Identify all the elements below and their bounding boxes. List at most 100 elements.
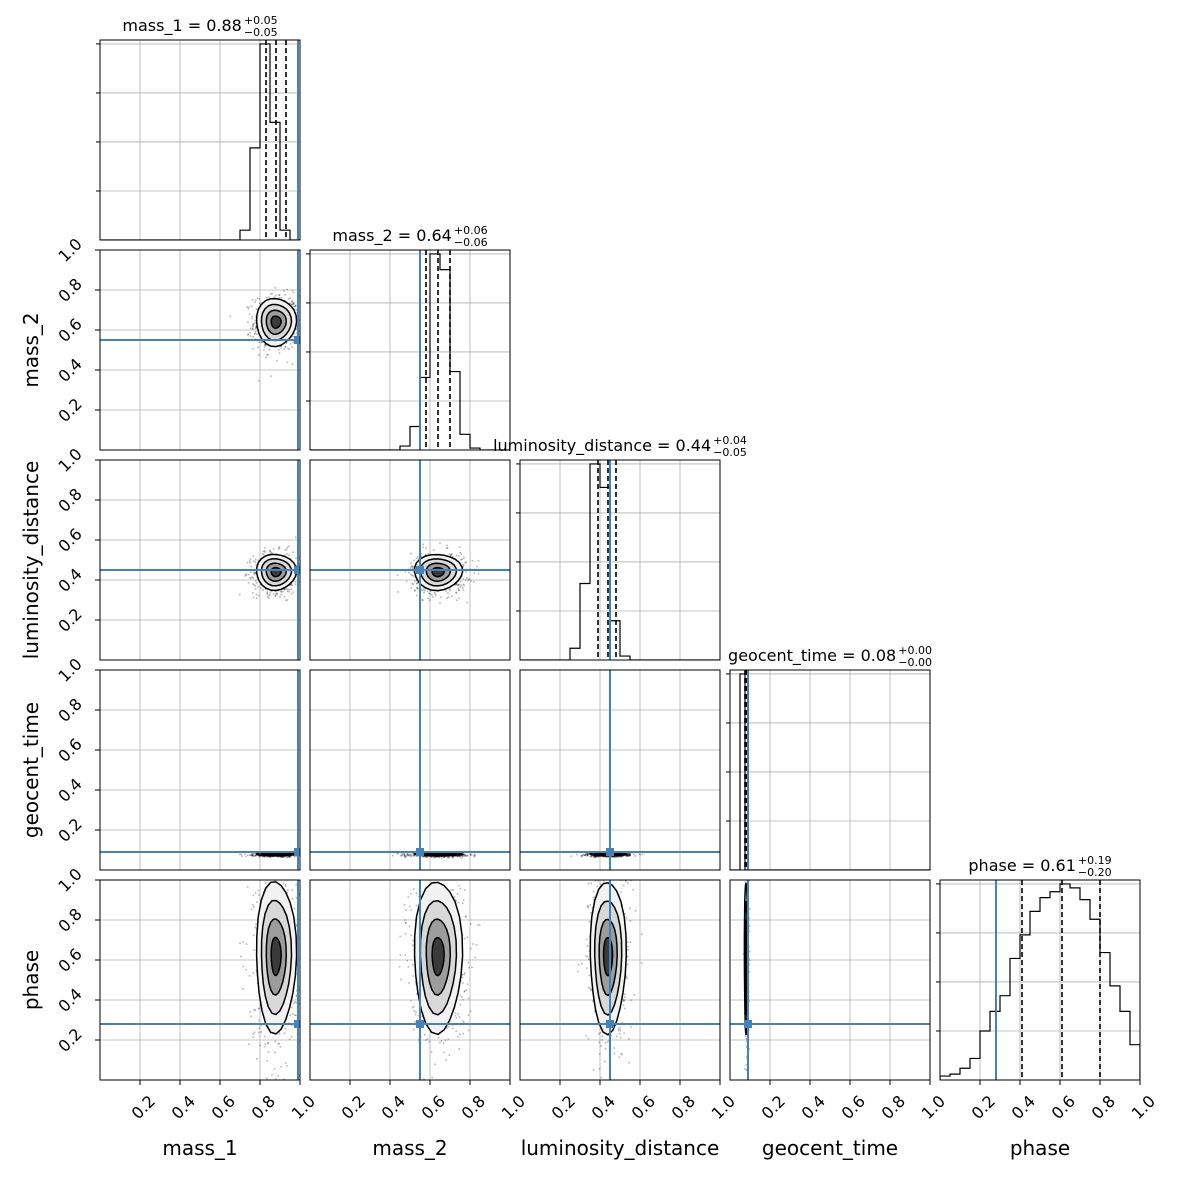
sample-point <box>284 1027 287 1030</box>
sample-point <box>615 856 618 858</box>
sample-point <box>293 305 295 308</box>
sample-point <box>254 332 256 335</box>
sample-point <box>434 592 436 595</box>
sample-point <box>290 583 292 586</box>
sample-point <box>586 853 589 856</box>
sample-point <box>415 855 418 858</box>
sample-point <box>262 855 264 858</box>
sample-point <box>265 356 267 359</box>
frame-mass_1-vs-luminosity_distance <box>99 459 301 661</box>
sample-point <box>269 591 272 594</box>
sample-point <box>286 599 289 601</box>
sample-point <box>457 584 459 586</box>
sample-point <box>264 855 266 858</box>
sample-point <box>463 853 466 856</box>
sample-point <box>251 853 254 856</box>
sample-point <box>412 852 414 855</box>
sample-point <box>421 599 424 601</box>
sample-point <box>283 855 285 858</box>
sample-point <box>406 853 409 855</box>
sample-point <box>627 852 630 854</box>
sample-point <box>613 855 615 858</box>
panel-mass_2-hist <box>306 249 511 451</box>
sample-point <box>240 853 243 856</box>
sample-point <box>255 563 257 566</box>
sample-point <box>416 581 419 583</box>
sample-point <box>295 312 297 314</box>
sample-point <box>461 855 464 858</box>
sample-point <box>247 582 250 584</box>
contour-mass_2-vs-luminosity_distance-1 <box>425 562 452 583</box>
sample-point <box>625 854 628 857</box>
sample-point <box>294 304 297 307</box>
sample-point <box>282 856 284 858</box>
sample-point <box>280 1065 282 1068</box>
sample-point <box>274 1078 277 1080</box>
sample-point <box>284 855 287 858</box>
sample-point <box>458 583 461 586</box>
density-mass_2-vs-luminosity_distance <box>310 460 510 660</box>
sample-point <box>269 594 271 596</box>
sample-point <box>458 855 460 857</box>
sample-point <box>251 576 253 579</box>
sample-point <box>247 854 249 856</box>
sample-point <box>616 855 619 858</box>
sample-point <box>298 1074 300 1077</box>
sample-point <box>277 1043 279 1045</box>
sample-point <box>620 855 622 858</box>
sample-point <box>263 855 266 858</box>
sample-point <box>449 555 452 557</box>
sample-point <box>269 550 271 553</box>
sample-point <box>286 876 288 878</box>
title-text-geocent_time: geocent_time = 0.08 <box>728 646 896 666</box>
sample-point <box>462 583 465 586</box>
sample-point <box>285 588 288 590</box>
panel-luminosity_distance-vs-geocent_time <box>519 669 721 871</box>
sample-point <box>248 306 250 308</box>
sample-point <box>446 544 448 547</box>
sample-point <box>270 551 273 553</box>
sample-point <box>615 855 617 858</box>
sample-point <box>261 301 264 304</box>
sample-point <box>281 856 283 858</box>
sample-point <box>277 348 280 351</box>
sample-point <box>445 855 448 858</box>
sample-point <box>302 585 304 587</box>
sample-point <box>286 1065 288 1067</box>
sample-point <box>477 572 480 575</box>
sample-point <box>308 332 310 334</box>
sample-point <box>456 584 459 587</box>
contour-mass_2-vs-luminosity_distance-0 <box>431 566 445 578</box>
contour-mass_1-vs-mass_2-3 <box>255 297 298 348</box>
sample-point <box>249 576 251 579</box>
sample-point <box>268 296 270 299</box>
sample-point <box>296 995 298 997</box>
sample-point <box>463 853 465 856</box>
sample-point <box>433 855 435 858</box>
sample-point <box>413 855 415 857</box>
sample-point <box>448 856 451 859</box>
sample-point <box>459 551 461 554</box>
sample-point <box>302 572 304 574</box>
sample-point <box>241 855 243 858</box>
sample-point <box>252 972 255 974</box>
sample-point <box>626 852 629 855</box>
sample-point <box>629 852 632 855</box>
sample-point <box>288 545 291 547</box>
sample-point <box>256 333 258 335</box>
sample-point <box>266 592 268 595</box>
sample-point <box>628 854 630 856</box>
sample-point <box>473 572 475 574</box>
sample-point <box>280 347 283 350</box>
sample-point <box>406 854 408 857</box>
sample-point <box>585 853 588 855</box>
sample-point <box>440 857 443 859</box>
sample-point <box>298 330 300 333</box>
contour-mass_1-vs-mass_2-1 <box>265 309 288 336</box>
sample-point <box>247 308 250 310</box>
sample-point <box>423 587 425 589</box>
sample-point <box>252 323 254 326</box>
sample-point <box>633 853 635 856</box>
sample-point <box>429 593 431 595</box>
sample-point <box>303 854 305 856</box>
